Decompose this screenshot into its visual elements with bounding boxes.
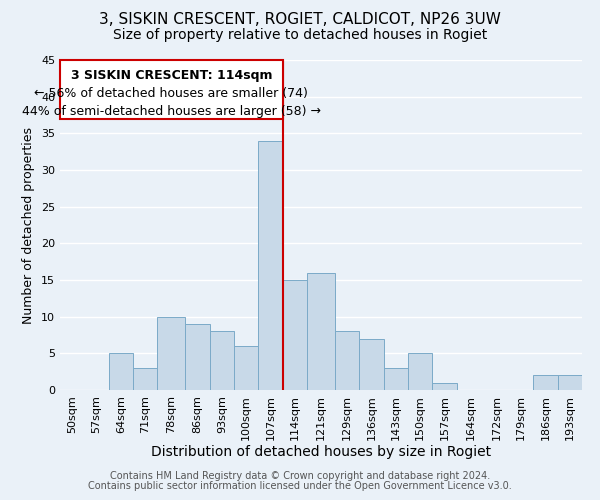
- Bar: [209, 332, 234, 390]
- Bar: [557, 376, 582, 390]
- Text: Size of property relative to detached houses in Rogiet: Size of property relative to detached ho…: [113, 28, 487, 42]
- Bar: [383, 368, 408, 390]
- FancyBboxPatch shape: [60, 60, 283, 118]
- Bar: [259, 140, 283, 390]
- Bar: [433, 382, 457, 390]
- Bar: [234, 346, 259, 390]
- Bar: [109, 354, 133, 390]
- Y-axis label: Number of detached properties: Number of detached properties: [22, 126, 35, 324]
- Text: 3, SISKIN CRESCENT, ROGIET, CALDICOT, NP26 3UW: 3, SISKIN CRESCENT, ROGIET, CALDICOT, NP…: [99, 12, 501, 28]
- Bar: [408, 354, 433, 390]
- Bar: [335, 332, 359, 390]
- Text: 44% of semi-detached houses are larger (58) →: 44% of semi-detached houses are larger (…: [22, 106, 321, 118]
- X-axis label: Distribution of detached houses by size in Rogiet: Distribution of detached houses by size …: [151, 446, 491, 460]
- Bar: [359, 338, 383, 390]
- Text: ← 56% of detached houses are smaller (74): ← 56% of detached houses are smaller (74…: [34, 87, 308, 100]
- Text: Contains public sector information licensed under the Open Government Licence v3: Contains public sector information licen…: [88, 481, 512, 491]
- Bar: [533, 376, 557, 390]
- Bar: [185, 324, 209, 390]
- Text: 3 SISKIN CRESCENT: 114sqm: 3 SISKIN CRESCENT: 114sqm: [71, 69, 272, 82]
- Bar: [157, 316, 185, 390]
- Text: Contains HM Land Registry data © Crown copyright and database right 2024.: Contains HM Land Registry data © Crown c…: [110, 471, 490, 481]
- Bar: [133, 368, 157, 390]
- Bar: [307, 272, 335, 390]
- Bar: [283, 280, 307, 390]
